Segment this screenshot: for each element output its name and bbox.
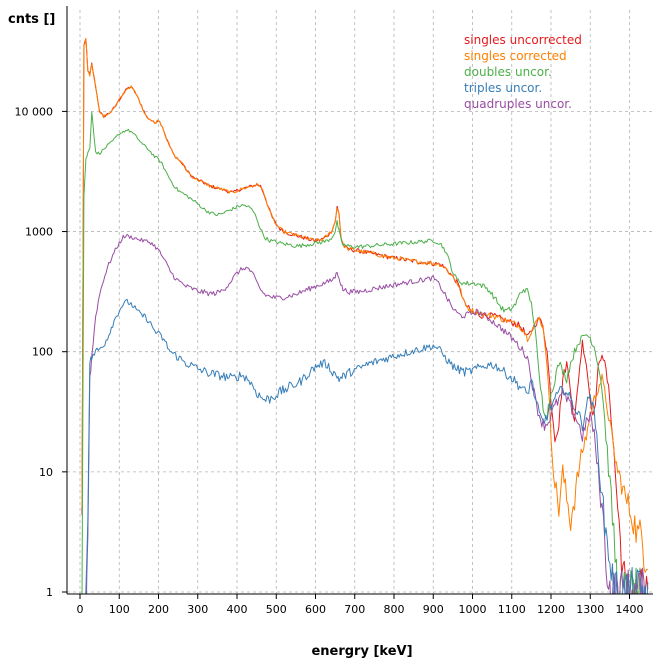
x-tick-label: 1100 <box>498 603 526 616</box>
x-tick-label: 400 <box>227 603 248 616</box>
x-tick-label: 600 <box>305 603 326 616</box>
x-tick-label: 500 <box>266 603 287 616</box>
y-tick-label: 1000 <box>25 226 53 239</box>
x-tick-label: 800 <box>384 603 405 616</box>
x-tick-label: 1200 <box>537 603 565 616</box>
legend-entry: doubles uncor. <box>464 65 552 79</box>
x-tick-label: 0 <box>77 603 84 616</box>
y-tick-label: 1 <box>46 586 53 599</box>
x-tick-label: 200 <box>148 603 169 616</box>
grid <box>67 10 653 594</box>
series-line-quadruples-uncor- <box>85 233 645 594</box>
legend: singles uncorrected singles corrected doub… <box>464 33 582 111</box>
x-tick-label: 700 <box>344 603 365 616</box>
legend-entry: triples uncor. <box>464 81 542 95</box>
x-tick-label: 1000 <box>459 603 487 616</box>
y-tick-label: 100 <box>32 346 53 359</box>
series-layer <box>81 38 649 594</box>
legend-entry: singles uncorrected <box>464 33 582 47</box>
plot-area <box>67 10 653 594</box>
tick-labels: 0 100 200 300 400 500 600 700 800 900 1000 1100 1200… <box>15 105 644 616</box>
x-tick-label: 1400 <box>616 603 644 616</box>
x-tick-label: 900 <box>423 603 444 616</box>
series-line-singles-corrected <box>81 38 648 573</box>
series-line-triples-uncor- <box>85 298 649 594</box>
y-tick-label: 10 000 <box>15 105 54 118</box>
x-tick-label: 100 <box>109 603 130 616</box>
axes <box>62 6 653 599</box>
legend-entry: quadruples uncor. <box>464 97 572 111</box>
y-axis-label: cnts [] <box>8 12 55 27</box>
legend-entry: singles corrected <box>464 49 567 63</box>
x-tick-label: 1300 <box>576 603 604 616</box>
y-tick-label: 10 <box>39 466 53 479</box>
x-axis-label: energry [keV] <box>311 644 412 659</box>
x-tick-label: 300 <box>187 603 208 616</box>
